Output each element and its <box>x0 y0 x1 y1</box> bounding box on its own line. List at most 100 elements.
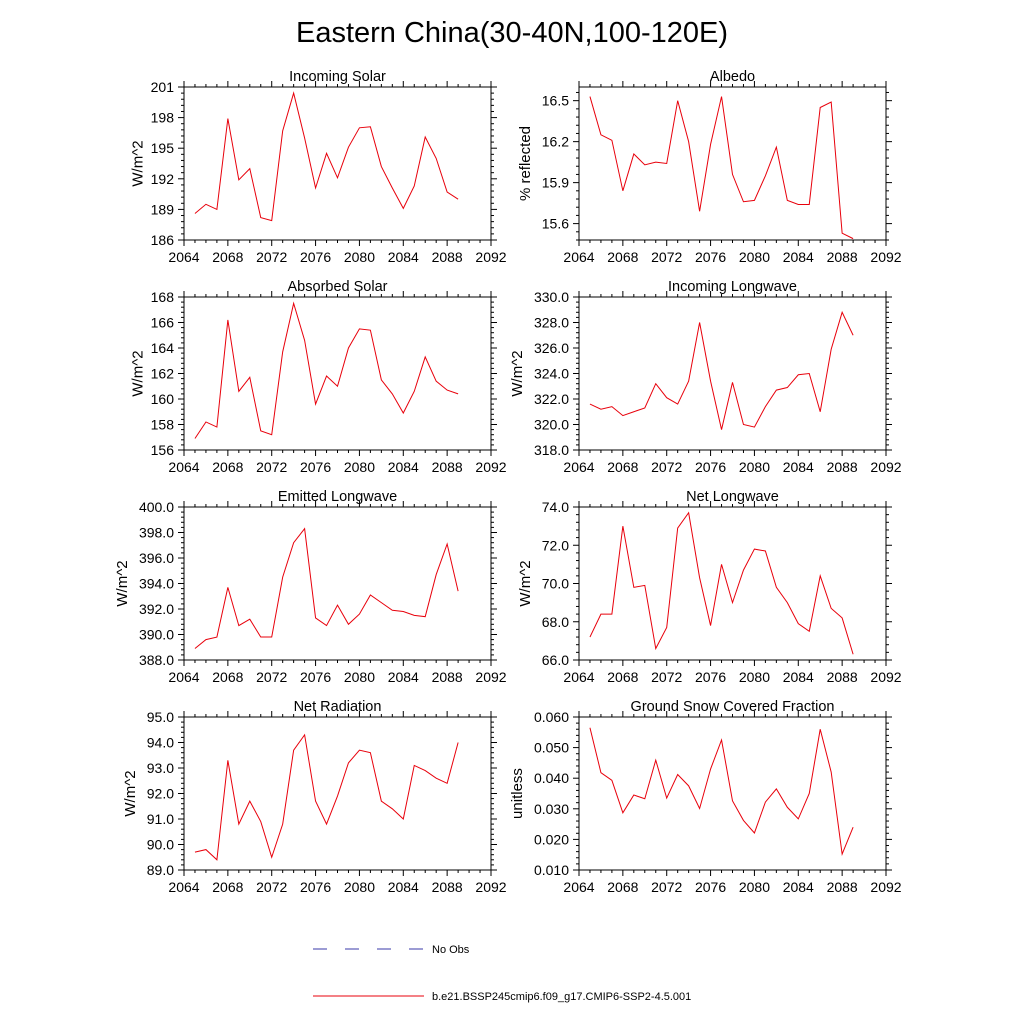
y-tick-label: 201 <box>151 79 175 95</box>
x-tick-label: 2064 <box>563 459 594 475</box>
y-tick-label: 398.0 <box>139 525 174 541</box>
series-line-incoming-solar <box>194 91 459 222</box>
y-tick-label: 70.0 <box>542 576 569 592</box>
plot-frame-net-longwave <box>578 506 887 661</box>
y-tick-label: 318.0 <box>534 442 569 458</box>
y-tick-label: 15.6 <box>542 216 569 232</box>
legend-label-b-e21-bssp245cmip6-f09-g17-cmip6-ssp2-4-5-001: b.e21.BSSP245cmip6.f09_g17.CMIP6-SSP2-4.… <box>432 991 691 1003</box>
x-tick-label: 2072 <box>256 669 287 685</box>
x-tick-label: 2064 <box>563 249 594 265</box>
x-tick-label: 2088 <box>827 879 858 895</box>
x-tick-label: 2080 <box>739 879 770 895</box>
x-tick-label: 2088 <box>432 249 463 265</box>
x-tick-label: 2068 <box>212 249 243 265</box>
figure-title: Eastern China(30-40N,100-120E) <box>296 17 728 49</box>
x-tick-label: 2084 <box>388 669 419 685</box>
y-tick-label: 95.0 <box>147 709 174 725</box>
panel-net-radiation: Net Radiation 2064 2068 2072 2076 2080 2084 208… <box>122 699 507 895</box>
y-tick-label: 162 <box>151 366 175 382</box>
y-tick-label: 0.030 <box>534 801 569 817</box>
panel-title-emitted-longwave: Emitted Longwave <box>278 489 397 505</box>
y-tick-label: 192 <box>151 171 175 187</box>
panel-albedo: Albedo 2064 2068 2072 2076 2080 2084 2088 2092 15… <box>517 69 902 265</box>
x-tick-label: 2064 <box>168 459 199 475</box>
y-tick-label: 89.0 <box>147 862 174 878</box>
x-tick-label: 2072 <box>651 669 682 685</box>
x-tick-label: 2076 <box>695 249 726 265</box>
x-tick-label: 2092 <box>475 249 506 265</box>
plot-frame-ground-snow-covered-fraction <box>578 716 887 871</box>
y-tick-label: 0.020 <box>534 831 569 847</box>
y-tick-label: 94.0 <box>147 735 174 751</box>
y-tick-label: 330.0 <box>534 289 569 305</box>
x-tick-label: 2064 <box>168 669 199 685</box>
panel-absorbed-solar: Absorbed Solar 2064 2068 2072 2076 2080 2084 20… <box>130 279 507 475</box>
y-tick-label: 16.5 <box>542 93 569 109</box>
y-tick-label: 189 <box>151 201 175 217</box>
y-tick-label: 160 <box>151 391 175 407</box>
panel-title-absorbed-solar: Absorbed Solar <box>288 279 388 295</box>
y-tick-label: 16.2 <box>542 134 569 150</box>
y-tick-label: 74.0 <box>542 499 569 515</box>
x-tick-label: 2064 <box>563 879 594 895</box>
x-tick-label: 2084 <box>783 879 814 895</box>
y-tick-label: 0.040 <box>534 770 569 786</box>
y-tick-label: 326.0 <box>534 340 569 356</box>
y-tick-label: 0.060 <box>534 709 569 725</box>
y-tick-label: 91.0 <box>147 811 174 827</box>
x-tick-label: 2064 <box>168 879 199 895</box>
y-tick-label: 198 <box>151 110 175 126</box>
x-tick-label: 2092 <box>475 459 506 475</box>
y-axis-label-incoming-longwave: W/m^2 <box>509 350 526 396</box>
x-tick-label: 2068 <box>212 669 243 685</box>
y-axis-label-emitted-longwave: W/m^2 <box>114 560 131 606</box>
y-tick-label: 66.0 <box>542 652 569 668</box>
y-tick-label: 388.0 <box>139 652 174 668</box>
x-tick-label: 2092 <box>870 669 901 685</box>
x-tick-label: 2072 <box>256 249 287 265</box>
plot-frame-incoming-solar <box>183 86 492 241</box>
x-tick-label: 2092 <box>870 459 901 475</box>
x-tick-label: 2072 <box>256 459 287 475</box>
series-line-ground-snow-covered-fraction <box>589 727 854 857</box>
x-tick-label: 2064 <box>168 249 199 265</box>
y-axis-label-albedo: % reflected <box>517 126 534 201</box>
panel-title-ground-snow-covered-fraction: Ground Snow Covered Fraction <box>631 699 835 715</box>
x-tick-label: 2088 <box>432 669 463 685</box>
plot-frame-net-radiation <box>183 716 492 871</box>
panel-title-net-radiation: Net Radiation <box>294 699 382 715</box>
panel-emitted-longwave: Emitted Longwave 2064 2068 2072 2076 2080 2084… <box>114 489 507 685</box>
y-tick-label: 394.0 <box>139 576 174 592</box>
panel-title-incoming-solar: Incoming Solar <box>289 69 386 85</box>
x-tick-label: 2076 <box>300 459 331 475</box>
x-tick-label: 2072 <box>651 459 682 475</box>
x-tick-label: 2068 <box>212 459 243 475</box>
x-tick-label: 2088 <box>432 879 463 895</box>
x-tick-label: 2076 <box>300 249 331 265</box>
x-tick-label: 2068 <box>607 249 638 265</box>
y-tick-label: 186 <box>151 232 175 248</box>
y-tick-label: 72.0 <box>542 537 569 553</box>
panel-net-longwave: Net Longwave 2064 2068 2072 2076 2080 2084 2088… <box>517 489 902 685</box>
y-tick-label: 396.0 <box>139 550 174 566</box>
y-tick-label: 0.010 <box>534 862 569 878</box>
x-tick-label: 2068 <box>607 669 638 685</box>
x-tick-label: 2088 <box>432 459 463 475</box>
x-tick-label: 2080 <box>344 459 375 475</box>
y-tick-label: 400.0 <box>139 499 174 515</box>
x-tick-label: 2080 <box>739 459 770 475</box>
x-tick-label: 2088 <box>827 459 858 475</box>
y-tick-label: 93.0 <box>147 760 174 776</box>
x-tick-label: 2080 <box>739 669 770 685</box>
y-tick-label: 166 <box>151 315 175 331</box>
x-tick-label: 2068 <box>607 459 638 475</box>
x-tick-label: 2072 <box>651 249 682 265</box>
legend: No Obs b.e21.BSSP245cmip6.f09_g17.CMIP6-S… <box>313 944 691 1003</box>
x-tick-label: 2084 <box>388 459 419 475</box>
y-tick-label: 15.9 <box>542 175 569 191</box>
y-axis-label-ground-snow-covered-fraction: unitless <box>509 768 526 819</box>
x-tick-label: 2072 <box>651 879 682 895</box>
y-tick-label: 0.050 <box>534 740 569 756</box>
y-tick-label: 68.0 <box>542 614 569 630</box>
plot-frame-albedo <box>578 86 887 241</box>
